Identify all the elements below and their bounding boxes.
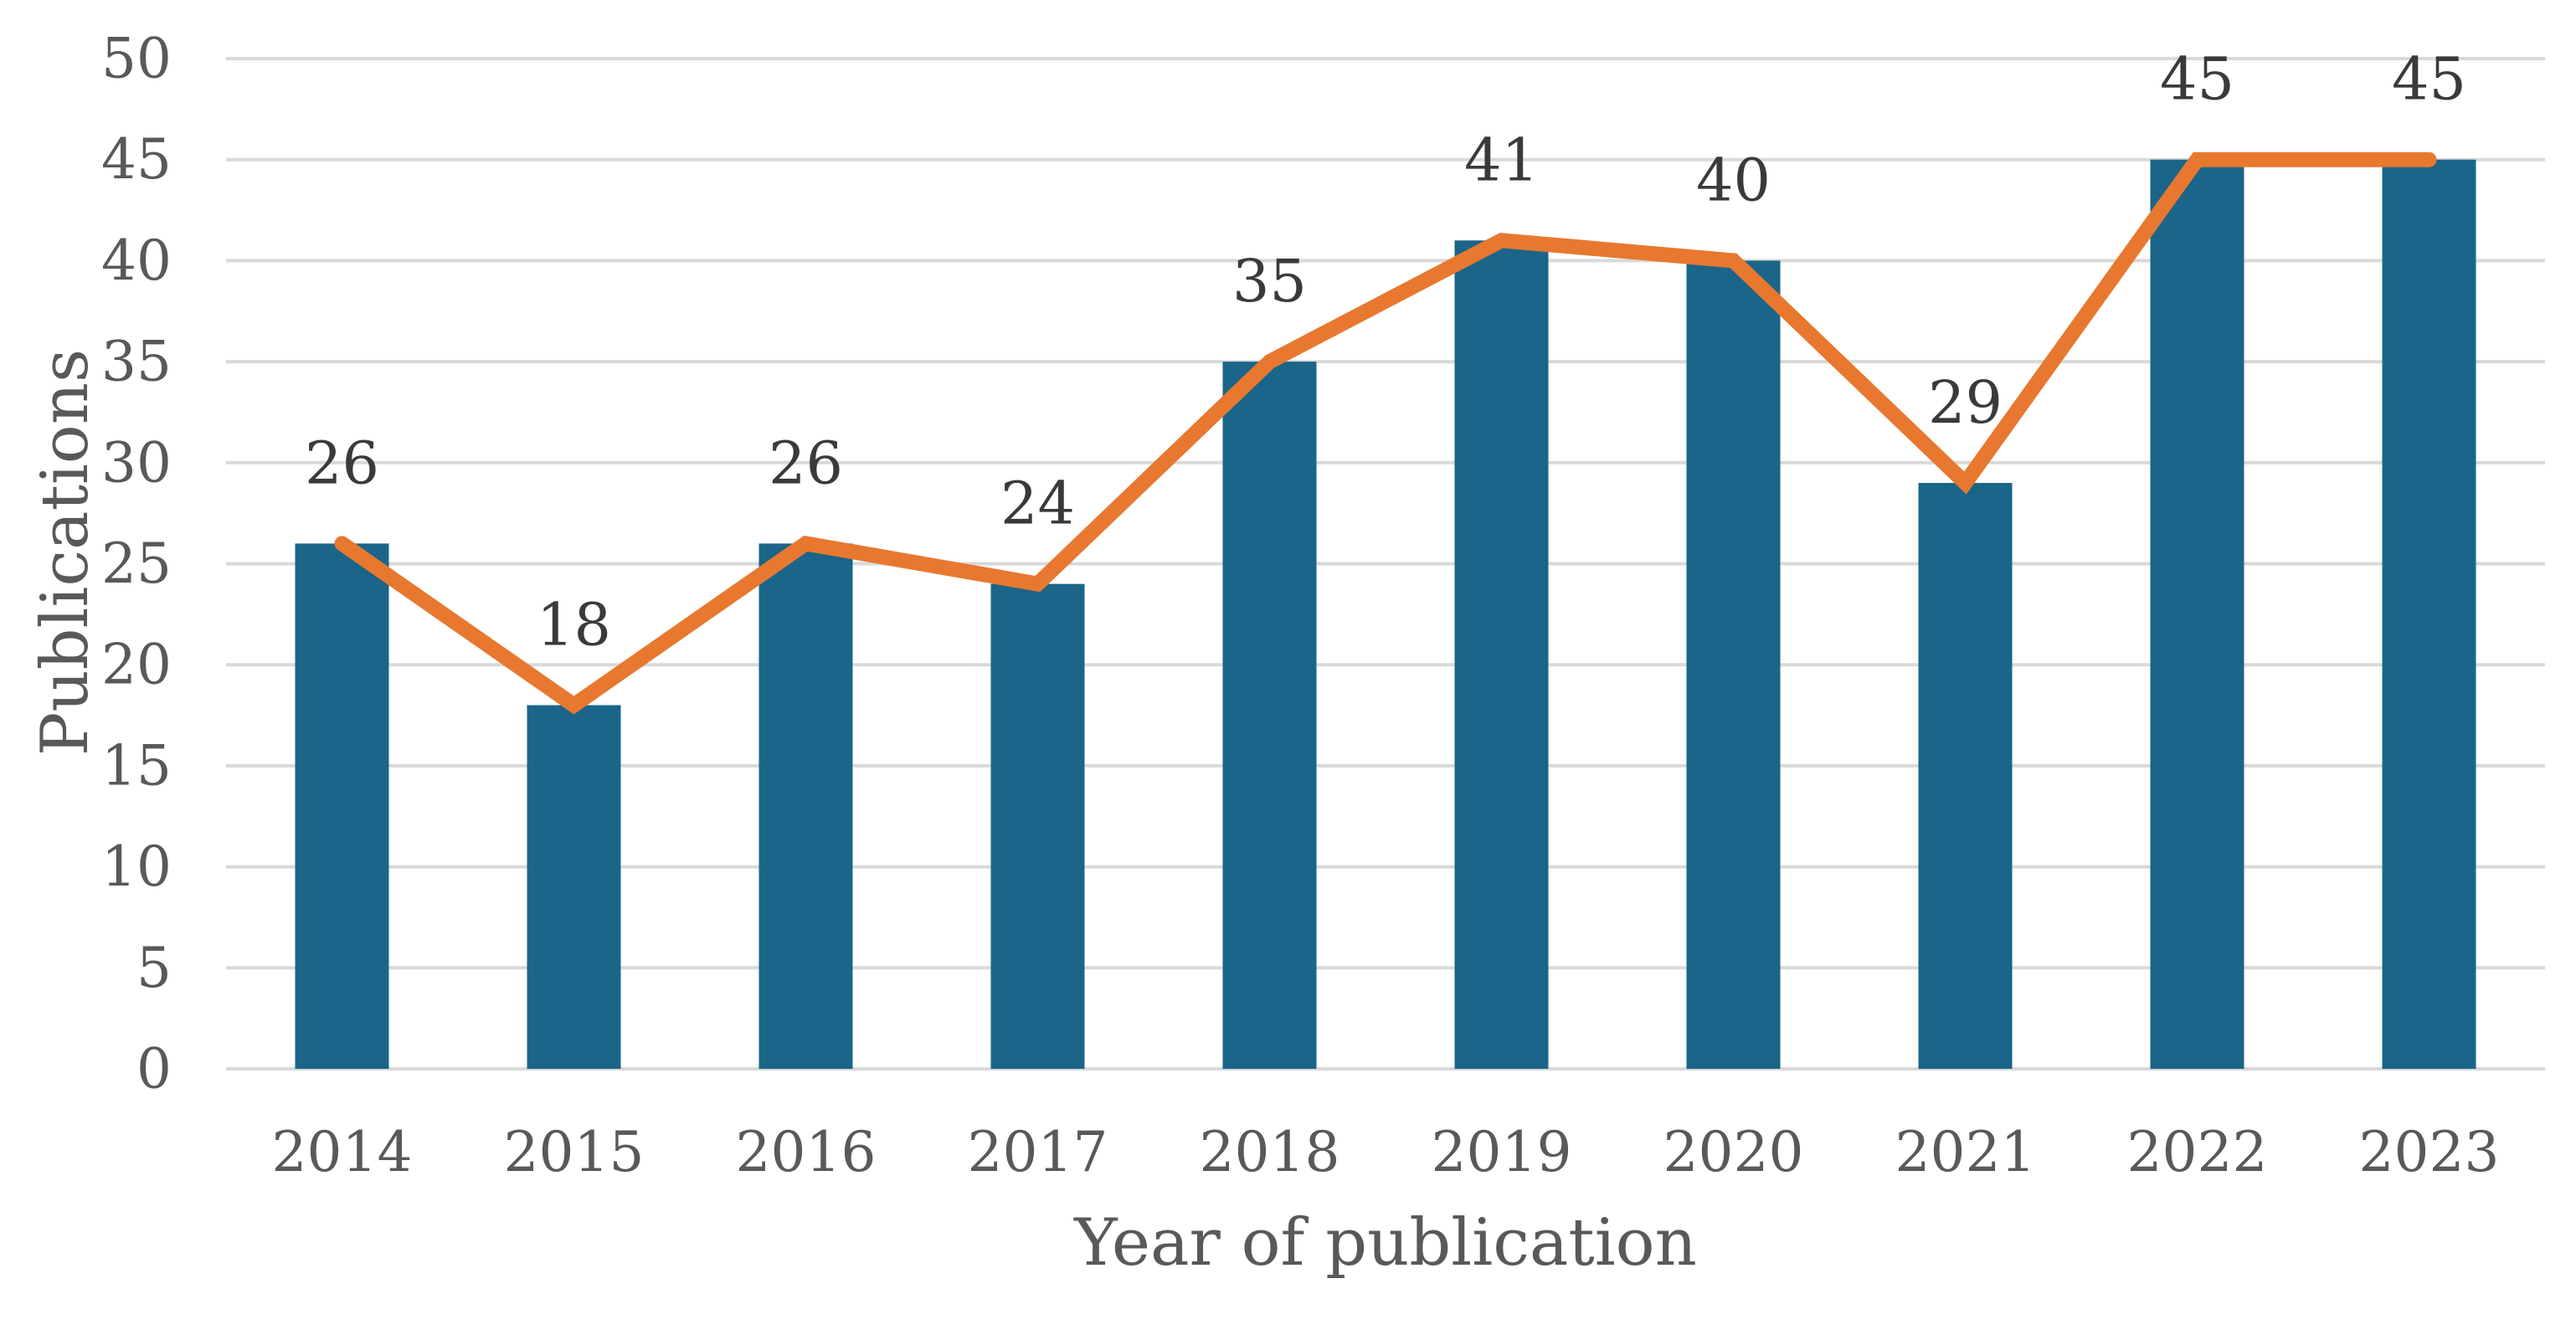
data-label-2019: 41 (1464, 126, 1539, 194)
x-axis-title: Year of publication (1074, 1205, 1697, 1281)
y-tick-label-5: 5 (136, 936, 172, 1000)
y-tick-label-45: 45 (101, 127, 172, 192)
data-label-2022: 45 (2160, 45, 2234, 114)
x-tick-label-2020: 2020 (1663, 1120, 1804, 1184)
data-label-2023: 45 (2392, 45, 2466, 114)
bar-2014 (295, 543, 389, 1069)
data-label-2017: 24 (1000, 470, 1075, 538)
x-tick-label-2017: 2017 (968, 1120, 1108, 1184)
bar-2018 (1222, 362, 1317, 1070)
data-label-2018: 35 (1232, 247, 1307, 316)
y-tick-label-10: 10 (101, 834, 172, 899)
bar-2015 (527, 705, 621, 1069)
data-label-2015: 18 (537, 590, 611, 659)
x-tick-label-2021: 2021 (1895, 1120, 2036, 1184)
bar-2023 (2382, 159, 2476, 1070)
x-tick-label-2018: 2018 (1200, 1120, 1340, 1184)
bar-2020 (1686, 260, 1781, 1069)
x-tick-label-2023: 2023 (2359, 1120, 2500, 1184)
data-label-2014: 26 (305, 429, 379, 497)
bar-2016 (758, 543, 853, 1069)
x-tick-label-2014: 2014 (272, 1120, 413, 1184)
x-tick-label-2019: 2019 (1432, 1120, 1572, 1184)
y-tick-label-20: 20 (101, 633, 172, 697)
y-tick-label-15: 15 (101, 733, 172, 798)
x-tick-label-2022: 2022 (2127, 1120, 2268, 1184)
bar-2019 (1454, 240, 1549, 1069)
data-label-2020: 40 (1696, 146, 1771, 214)
data-label-2016: 26 (769, 429, 843, 497)
bar-2017 (990, 583, 1085, 1069)
x-tick-label-2016: 2016 (736, 1120, 877, 1184)
y-tick-label-0: 0 (136, 1037, 172, 1101)
y-tick-label-30: 30 (101, 430, 172, 495)
trend-line (334, 151, 2437, 715)
bar-2022 (2150, 159, 2244, 1070)
bar-2021 (1918, 482, 2013, 1069)
y-tick-label-40: 40 (101, 229, 172, 293)
y-axis-title: Publications (28, 348, 103, 757)
y-tick-label-35: 35 (101, 330, 172, 394)
y-tick-label-50: 50 (101, 27, 172, 91)
x-tick-label-2015: 2015 (504, 1120, 645, 1184)
data-label-2021: 29 (1928, 368, 2003, 437)
y-tick-label-25: 25 (101, 531, 172, 596)
